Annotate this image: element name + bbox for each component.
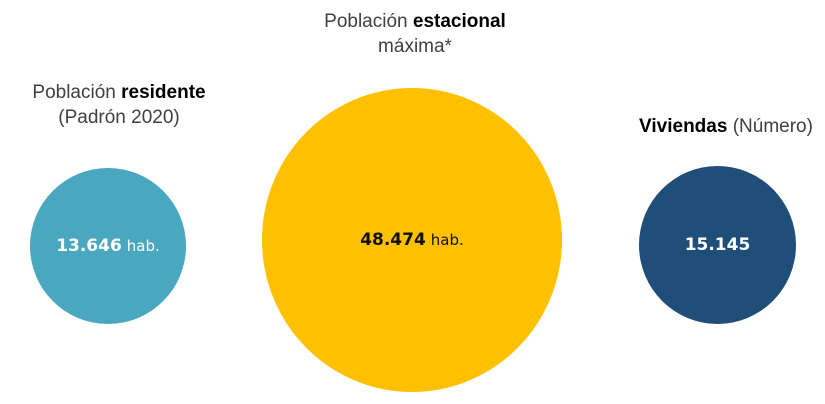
dwellings-title-suffix: (Número) [727, 116, 813, 137]
resident-title-line2: (Padrón 2020) [58, 107, 180, 128]
dwellings-label: Viviendas (Número) [626, 114, 825, 139]
seasonal-title-bold: estacional [412, 11, 506, 32]
resident-title-prefix: Población [32, 82, 122, 103]
seasonal-unit-label: hab. [430, 231, 464, 249]
resident-population-label: Población residente (Padrón 2020) [14, 80, 224, 130]
seasonal-population-bubble: 48.474 hab. [262, 88, 562, 392]
seasonal-title-prefix: Población [324, 11, 413, 32]
resident-population-bubble: 13.646 hab. [30, 168, 186, 324]
resident-value-label: 13.646 [56, 236, 122, 256]
dwellings-value-label: 15.145 [684, 235, 751, 255]
seasonal-population-label: Población estacional máxima* [290, 9, 540, 59]
dwellings-title-bold: Viviendas [639, 116, 728, 137]
resident-title-bold: residente [121, 82, 206, 103]
seasonal-title-line2: máxima* [378, 36, 452, 57]
seasonal-value-label: 48.474 [360, 230, 426, 250]
resident-unit-label: hab. [126, 237, 160, 255]
dwellings-bubble: 15.145 [639, 166, 796, 324]
